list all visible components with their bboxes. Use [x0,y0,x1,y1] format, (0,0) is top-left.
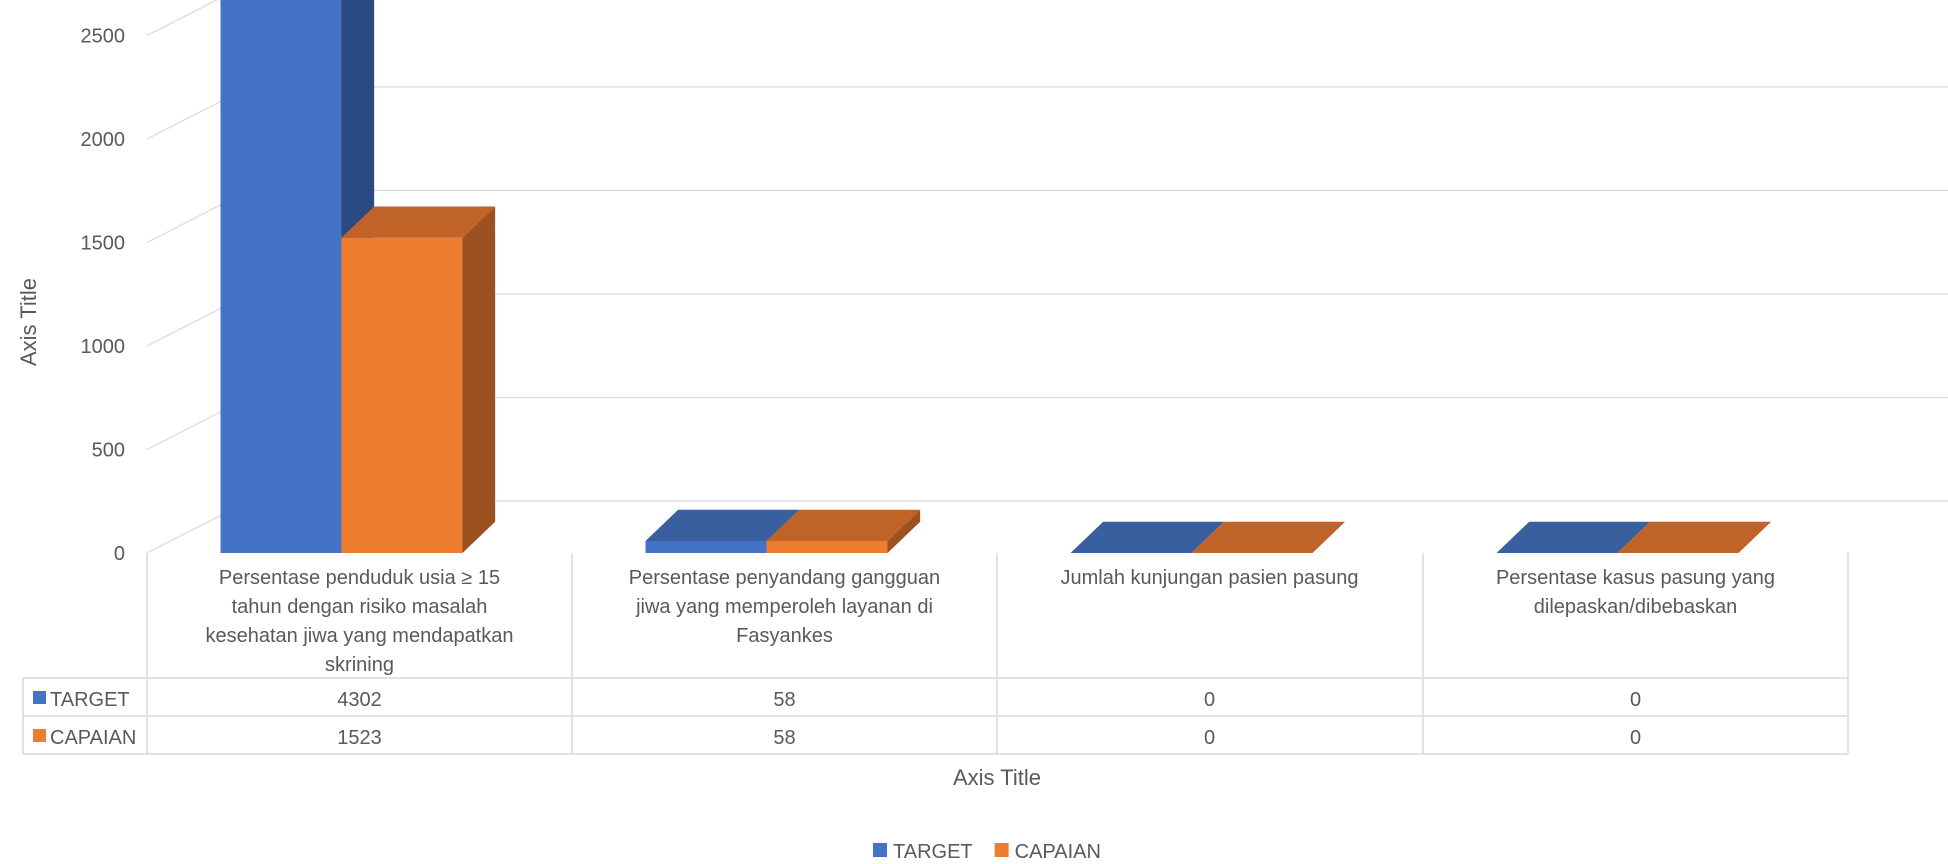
bar-top-face [1496,521,1651,553]
bar-capaian-1 [341,206,496,553]
legend: TARGET CAPAIAN [873,841,1101,863]
table-value-cell: 0 [1630,727,1641,749]
table-series-name: TARGET [50,689,130,711]
y-tick-label: 1500 [81,233,126,255]
bar-top-face [645,509,800,541]
legend-key [873,843,887,857]
x-category-label: Persentase penduduk usia ≥ 15 tahun denga… [206,567,514,676]
table-value-cell: 0 [1630,689,1641,711]
table-value-cell: 58 [773,727,795,749]
table-legend-key [33,729,46,742]
bar-top-face [341,206,496,238]
bar-target-4 [1496,521,1651,553]
bar-capaian-4 [1617,521,1772,553]
x-category-label: Persentase penyandang gangguan jiwa yang … [629,567,940,647]
y-tick-label: 1000 [81,336,126,358]
x-category-label: Jumlah kunjungan pasien pasung [1061,567,1359,589]
bar-side-face [887,509,921,553]
y-axis-title: Axis Title [16,278,41,366]
table-value-cell: 0 [1204,689,1215,711]
bar-front-face [220,0,342,554]
gridlines [146,0,1948,554]
gridline-side [146,0,218,37]
bar-front-face [341,237,463,553]
bar-capaian-2 [766,509,921,553]
y-tick-label: 0 [114,543,125,565]
table-series-name: CAPAIAN [50,727,136,749]
x-category-label: Persentase kasus pasung yang dilepaskan/d… [1496,567,1775,618]
bar-top-face [766,509,921,541]
bar-front-face [645,540,767,553]
bar-front-face [766,540,888,553]
bar-target-3 [1070,521,1225,553]
bar-capaian-3 [1191,521,1346,553]
bar-top-face [1191,521,1346,553]
y-tick-label: 2000 [81,129,126,151]
y-tick-label: 2500 [81,26,126,48]
x-axis-title: Axis Title [953,765,1041,790]
y-tick-label: 500 [92,440,125,462]
bar-top-face [1070,521,1225,553]
legend-key [994,843,1009,857]
legend-entry: CAPAIAN [1015,841,1101,863]
table-value-cell: 4302 [337,689,382,711]
legend-entry: TARGET [893,841,973,863]
bars [220,0,1772,554]
data-table: Persentase penduduk usia ≥ 15 tahun denga… [22,553,1849,755]
table-value-cell: 1523 [337,727,382,749]
table-value-cell: 58 [773,689,795,711]
y-axis-ticks: 050010001500200025003000350040004500 [81,26,126,566]
table-value-cell: 0 [1204,727,1215,749]
table-legend-key [33,691,46,704]
bar-side-face [462,206,496,553]
bar-top-face [1617,521,1772,553]
